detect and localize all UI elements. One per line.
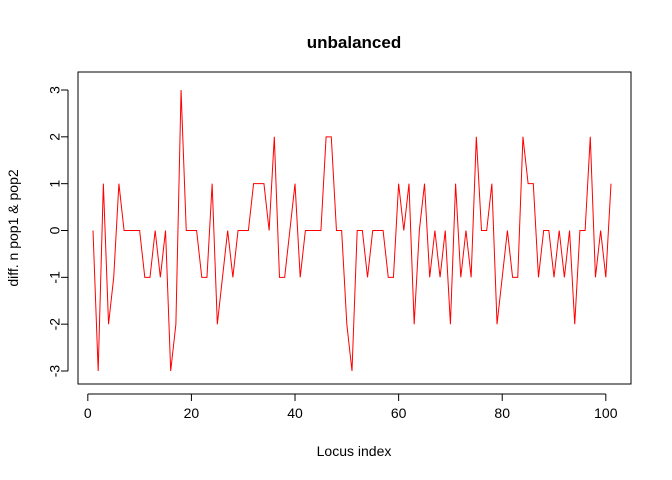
x-tick-label: 100 bbox=[594, 405, 618, 421]
y-tick-label: -1 bbox=[47, 271, 63, 284]
y-tick-label: -3 bbox=[47, 365, 63, 378]
y-tick-label: 1 bbox=[47, 180, 63, 188]
y-axis-label: diff. n pop1 & pop2 bbox=[5, 169, 21, 286]
x-tick-label: 80 bbox=[494, 405, 510, 421]
y-axis: -3 -2 -1 0 1 2 3 bbox=[47, 86, 69, 378]
x-axis: 0 20 40 60 80 100 bbox=[84, 393, 618, 421]
x-tick-label: 60 bbox=[391, 405, 407, 421]
plot-frame bbox=[77, 71, 632, 385]
y-tick-label: 3 bbox=[47, 86, 63, 94]
x-tick-label: 0 bbox=[84, 405, 92, 421]
y-tick-label: 0 bbox=[47, 226, 63, 234]
y-tick-label: -2 bbox=[47, 318, 63, 331]
chart-title: unbalanced bbox=[307, 33, 401, 52]
x-axis-label: Locus index bbox=[317, 443, 392, 459]
y-tick-label: 2 bbox=[47, 133, 63, 141]
series-line bbox=[92, 89, 612, 372]
x-tick-label: 20 bbox=[184, 405, 200, 421]
x-tick-label: 40 bbox=[287, 405, 303, 421]
